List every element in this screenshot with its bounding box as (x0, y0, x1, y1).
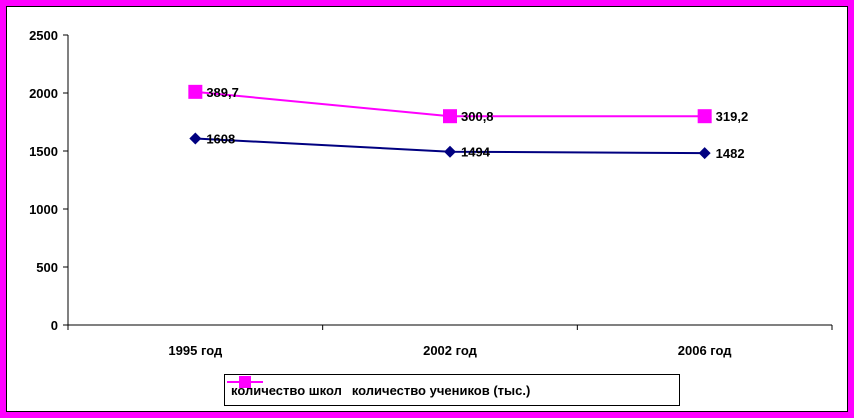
data-label: 1494 (461, 145, 491, 160)
y-tick-label: 1500 (29, 144, 58, 159)
data-label: 300,8 (461, 109, 494, 124)
data-label: 389,7 (206, 85, 239, 100)
data-label: 1482 (716, 146, 745, 161)
y-tick-label: 2000 (29, 86, 58, 101)
legend-swatch-square-icon (227, 376, 263, 388)
y-tick-label: 2500 (29, 28, 58, 43)
x-tick-label: 2006 год (678, 343, 733, 358)
legend-item-students: количество учеников (тыс.) (227, 376, 531, 398)
data-point-diamond (444, 145, 456, 158)
data-label: 1608 (206, 131, 235, 146)
data-label: 319,2 (716, 109, 749, 124)
data-point-square (443, 109, 457, 124)
legend: количество школ количество учеников (тыс… (224, 374, 680, 406)
x-tick-label: 1995 год (168, 343, 223, 358)
y-tick-label: 0 (51, 318, 58, 333)
legend-label-schools: количество школ (231, 382, 342, 398)
data-point-square (188, 84, 203, 99)
data-point-square (697, 109, 712, 124)
data-point-diamond (189, 132, 202, 145)
data-point-diamond (698, 147, 711, 160)
y-tick-label: 500 (36, 260, 58, 275)
legend-label-students: количество учеников (тыс.) (351, 382, 531, 398)
chart-frame (6, 6, 848, 412)
y-tick-label: 1000 (29, 202, 58, 217)
x-tick-label: 2002 год (423, 343, 478, 358)
